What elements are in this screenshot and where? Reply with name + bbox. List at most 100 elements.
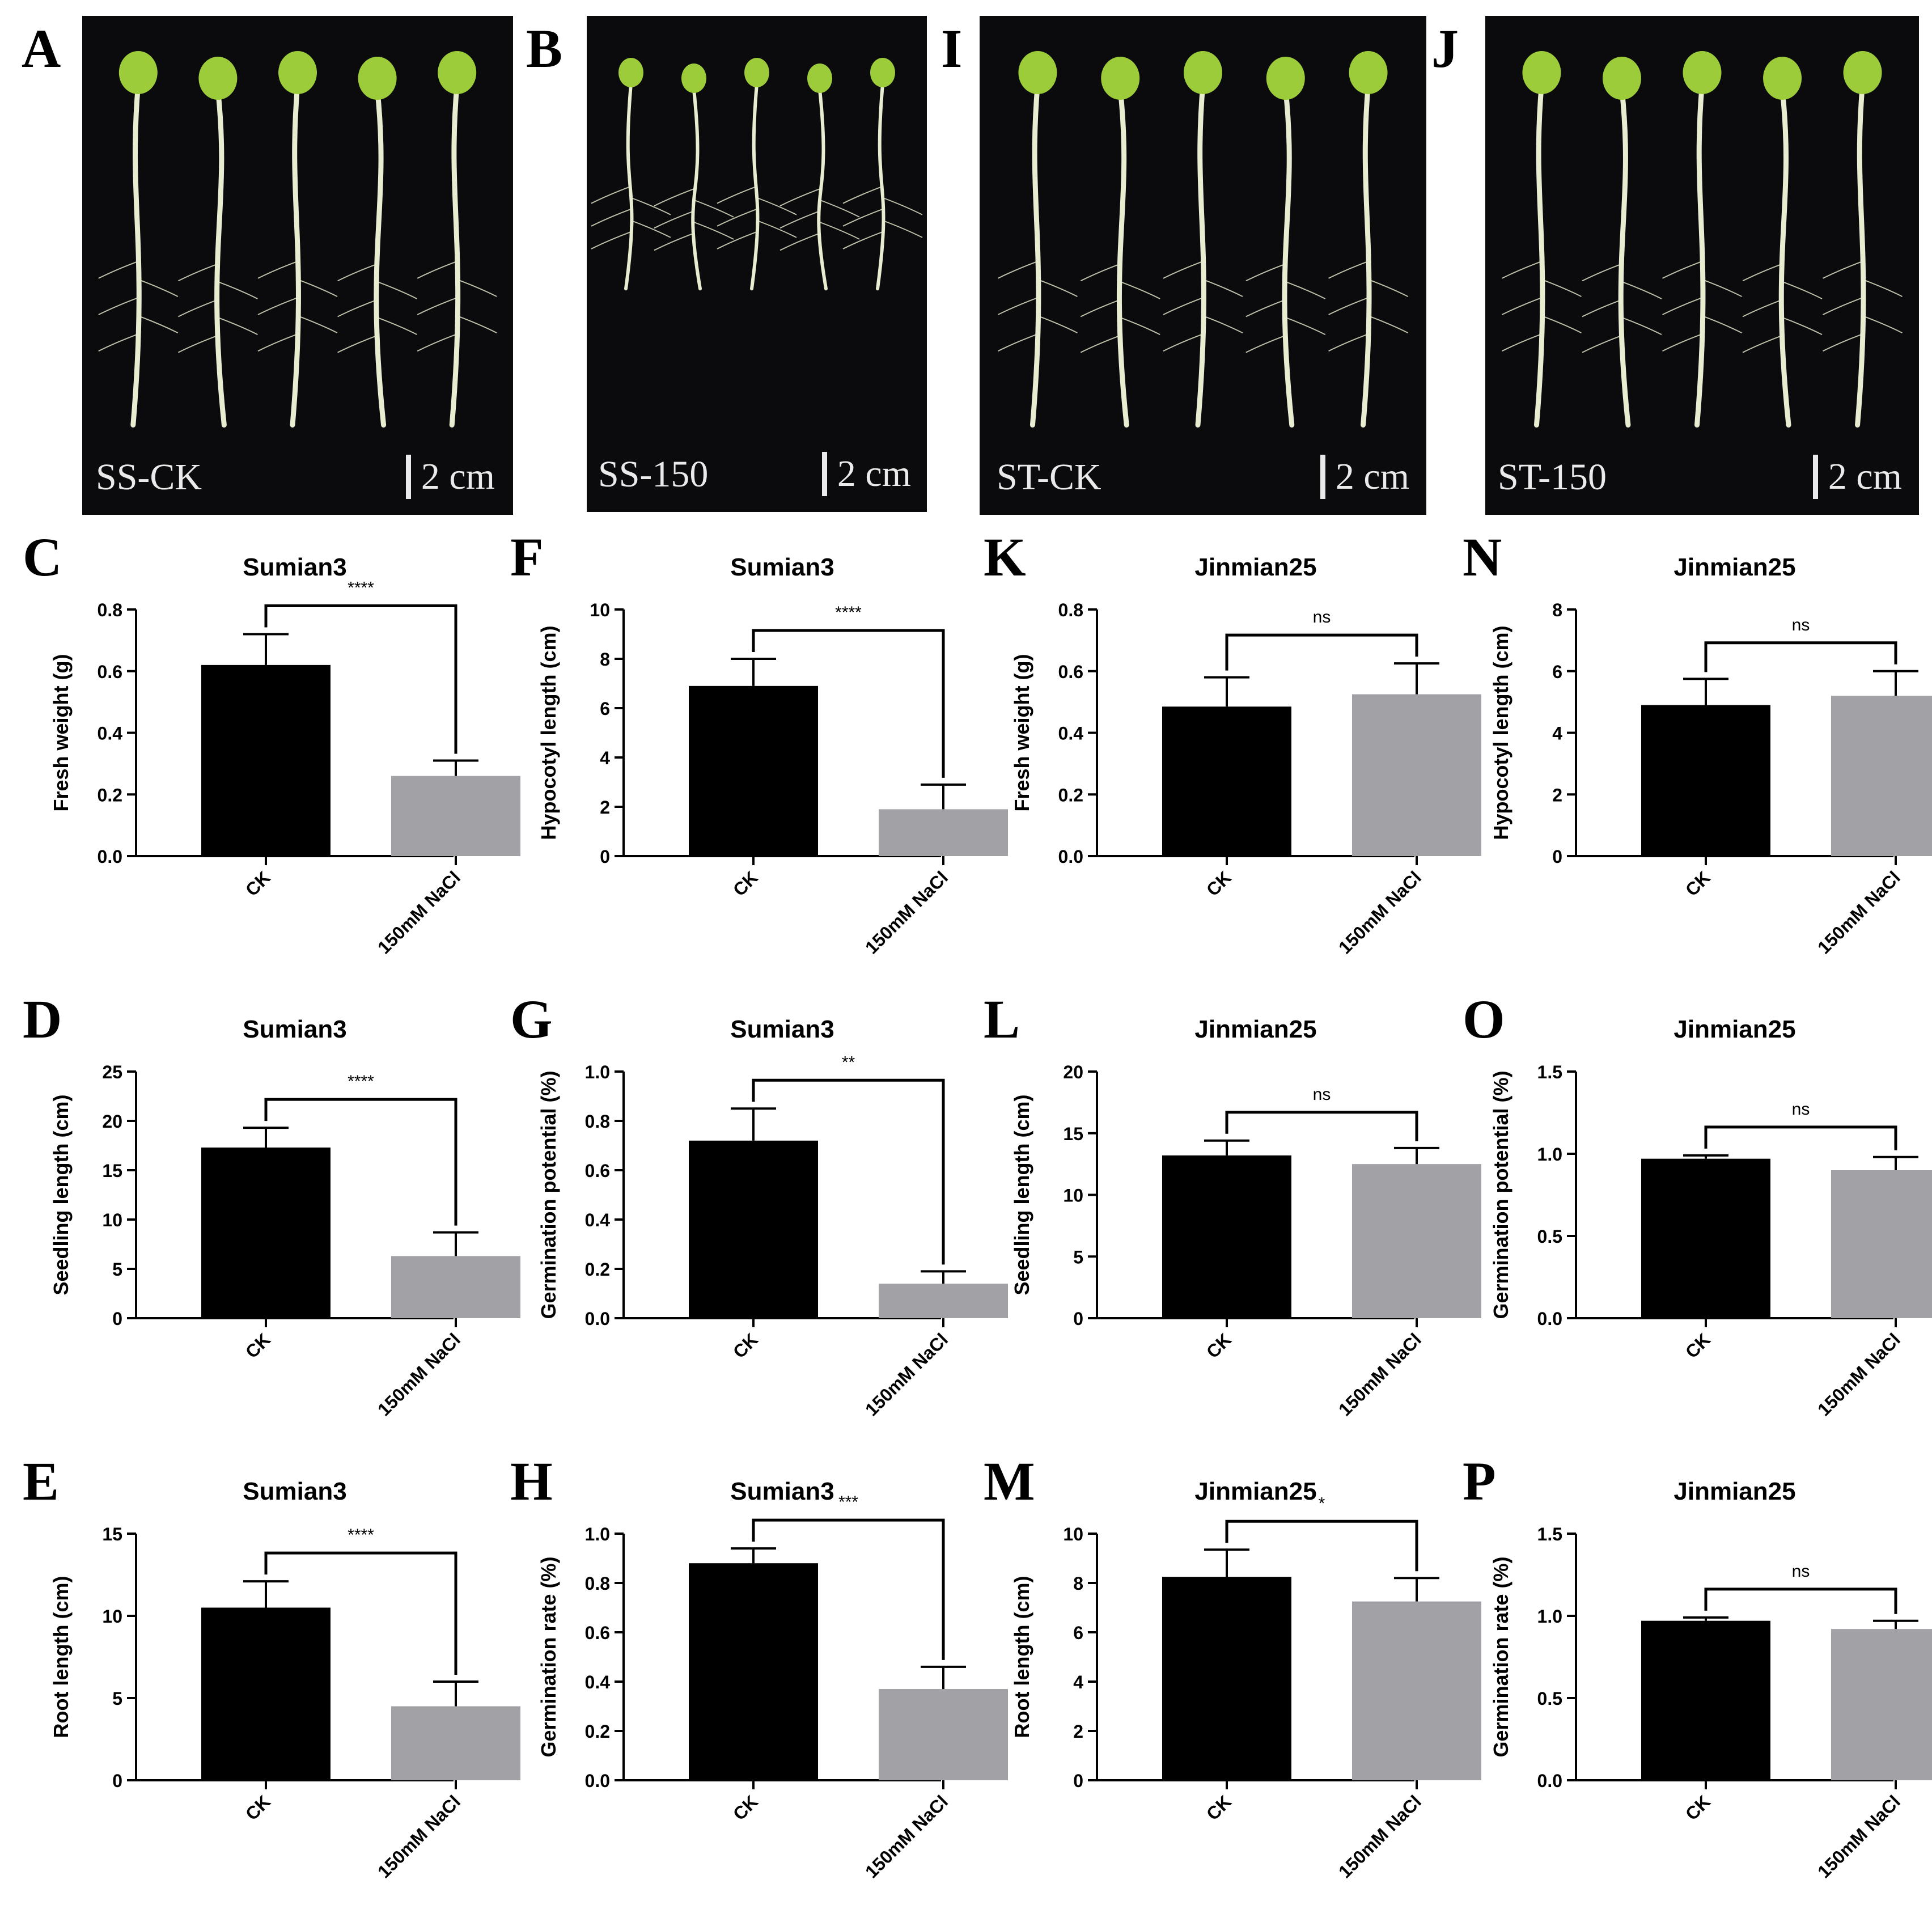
y-axis-label: Root length (cm) (1010, 1576, 1033, 1738)
y-axis-label: Seedling length (cm) (1010, 1094, 1033, 1295)
y-tick-label: 0.2 (98, 785, 122, 805)
seedling (1502, 51, 1582, 428)
seedling (337, 57, 418, 428)
y-tick-label: 0.0 (1058, 846, 1083, 867)
bar-chart: O Jinmian25 0.0 0.5 1.0 1.5 Germination potent… (1463, 989, 1932, 1420)
category-label: CK (1202, 867, 1235, 900)
chart-title: Jinmian25 (1194, 1478, 1316, 1505)
panel-letter: L (984, 989, 1020, 1049)
seedlings-illustration (591, 58, 923, 291)
scale-bar: 2 cm (405, 455, 495, 499)
y-tick-label: 1.0 (585, 1062, 610, 1082)
chart-panel-l: L Jinmian25 0 5 10 15 20 Seedling length (cm) CK… (984, 989, 1481, 1440)
significance-bracket (1704, 1588, 1897, 1614)
y-tick-label: 5 (1073, 1247, 1083, 1267)
seedling (1328, 51, 1409, 428)
y-tick-label: 0.0 (585, 1309, 610, 1329)
y-tick-label: 10 (590, 600, 610, 620)
y-axis-label: Germination rate (%) (1489, 1556, 1512, 1757)
y-tick-label: 5 (112, 1259, 122, 1280)
significance-bracket (264, 1551, 457, 1675)
seedling (997, 51, 1078, 428)
chart-title: Sumian3 (243, 1478, 346, 1505)
chart-title: Sumian3 (730, 553, 834, 581)
category-label: CK (1202, 1329, 1235, 1362)
y-tick-label: 0 (112, 1771, 122, 1791)
seedlings-illustration (997, 51, 1409, 428)
seedling (1245, 57, 1326, 428)
bar-ck (1641, 1620, 1770, 1780)
significance-label: *** (838, 1493, 858, 1512)
bar-nacl (391, 1256, 520, 1318)
seedling (1163, 51, 1243, 428)
bar-chart: G Sumian3 0.0 0.2 0.4 0.6 0.8 1.0 Germination po… (510, 989, 1008, 1420)
seedling-photo-ss-150: SS-150 2 cm (587, 16, 927, 512)
category-label: CK (729, 1329, 762, 1362)
y-tick-label: 0.2 (1058, 785, 1083, 805)
y-tick-label: 6 (600, 698, 610, 719)
y-tick-label: 1.0 (1537, 1144, 1562, 1165)
y-tick-label: 0.8 (585, 1573, 610, 1594)
chart-panel-k: K Jinmian25 0.0 0.2 0.4 0.6 0.8 Fresh weight (g… (984, 527, 1481, 978)
panel-letter: D (23, 989, 62, 1049)
seedling-photo-st-150: ST-150 2 cm (1485, 16, 1919, 515)
y-tick-label: 0.0 (1537, 1771, 1562, 1791)
y-tick-label: 10 (1063, 1524, 1083, 1544)
y-tick-label: 2 (600, 797, 610, 818)
photo-label: SS-150 (598, 454, 709, 495)
seedling (591, 58, 671, 291)
chart-title: Jinmian25 (1194, 1015, 1316, 1043)
panel-letter: H (510, 1451, 553, 1512)
chart-title: Sumian3 (243, 553, 346, 581)
y-tick-label: 4 (1073, 1672, 1083, 1692)
significance-label: **** (348, 1072, 374, 1091)
y-axis-label: Fresh weight (g) (49, 654, 73, 812)
y-axis-label: Germination rate (%) (537, 1556, 560, 1757)
category-label: 150mM NaCl (374, 867, 464, 958)
bar-nacl (1352, 694, 1481, 856)
seedling (1823, 51, 1903, 428)
category-label: 150mM NaCl (1814, 1791, 1904, 1882)
y-tick-label: 1.5 (1537, 1524, 1562, 1544)
significance-label: ns (1792, 1100, 1810, 1119)
y-tick-label: 6 (1073, 1623, 1083, 1643)
category-label: 150mM NaCl (1814, 1329, 1904, 1420)
y-tick-label: 20 (102, 1111, 122, 1132)
significance-label: ** (842, 1053, 855, 1072)
bar-ck (201, 664, 331, 856)
bar-chart: D Sumian3 0 5 10 15 20 25 Seedling length (cm) CK… (23, 989, 520, 1420)
panel-letter: K (984, 527, 1026, 587)
y-tick-label: 8 (1552, 600, 1562, 620)
seedlings-illustration (98, 51, 497, 428)
significance-label: ns (1792, 1562, 1810, 1581)
significance-label: ns (1313, 1085, 1331, 1104)
y-tick-label: 0.0 (1537, 1309, 1562, 1329)
bar-ck (1641, 1158, 1770, 1318)
significance-label: ns (1792, 616, 1810, 634)
significance-bracket (1225, 1111, 1418, 1141)
bar-chart: H Sumian3 0.0 0.2 0.4 0.6 0.8 1.0 Germination ra… (510, 1451, 1008, 1882)
bar-nacl (1831, 1629, 1932, 1780)
chart-panel-e: E Sumian3 0 5 10 15 Root length (cm) CK 150mM Na… (23, 1451, 520, 1902)
category-label: 150mM NaCl (861, 867, 952, 958)
significance-label: * (1319, 1494, 1325, 1513)
y-tick-label: 0.4 (98, 723, 123, 744)
chart-panel-g: G Sumian3 0.0 0.2 0.4 0.6 0.8 1.0 Germination po… (510, 989, 1008, 1440)
panel-letter: O (1463, 989, 1505, 1049)
y-tick-label: 0 (1073, 1309, 1083, 1329)
category-label: CK (1202, 1791, 1235, 1824)
seedling (1662, 51, 1742, 428)
bar-nacl (879, 1284, 1008, 1318)
y-axis-label: Germination potential (%) (537, 1070, 560, 1319)
significance-bracket (1704, 641, 1897, 672)
bar-chart: K Jinmian25 0.0 0.2 0.4 0.6 0.8 Fresh weight (g… (984, 527, 1481, 958)
bar-nacl (1352, 1164, 1481, 1318)
y-tick-label: 0.0 (585, 1771, 610, 1791)
y-tick-label: 6 (1552, 662, 1562, 682)
chart-title: Jinmian25 (1673, 1015, 1795, 1043)
seedling (1080, 57, 1160, 428)
photo-label: ST-CK (997, 456, 1101, 498)
significance-label: **** (835, 603, 862, 622)
significance-label: **** (348, 579, 374, 598)
y-axis-label: Root length (cm) (49, 1576, 73, 1738)
